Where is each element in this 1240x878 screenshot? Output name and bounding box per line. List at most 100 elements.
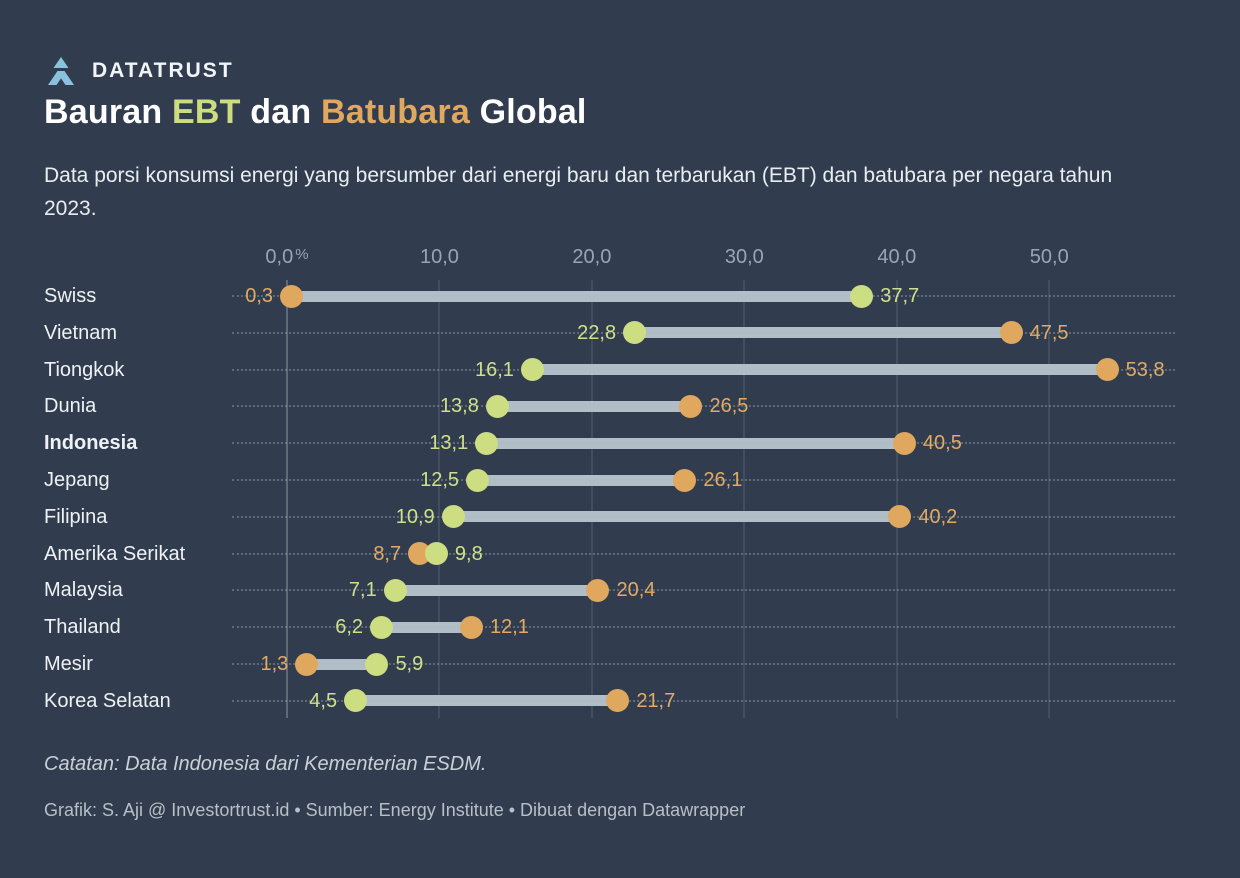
batubara-dot: [892, 431, 916, 455]
value-label-batubara: 21,7: [636, 689, 676, 712]
chart-note: Catatan: Data Indonesia dari Kementerian…: [44, 753, 487, 775]
connector-bar: [453, 511, 900, 523]
batubara-dot: [606, 689, 630, 713]
value-label-ebt: 9,8: [454, 542, 483, 565]
country-label: Dunia: [44, 395, 97, 418]
value-label-batubara: 0,3: [245, 285, 274, 307]
connector-bar: [477, 474, 685, 486]
value-label-ebt: 5,9: [395, 653, 424, 675]
batubara-dot: [1095, 358, 1119, 382]
ebt-dot: [383, 578, 407, 602]
title-part: Global: [469, 93, 587, 131]
value-label-batubara: 40,2: [918, 505, 958, 528]
country-label: Thailand: [44, 616, 121, 639]
value-label-batubara: 26,1: [703, 469, 743, 491]
gridline: [438, 280, 441, 718]
batubara-dot: [673, 468, 697, 492]
value-label-batubara: 47,5: [1029, 321, 1069, 344]
row-leader-dotted-line: [232, 589, 1175, 592]
title-part: Bauran: [44, 93, 172, 131]
value-label-ebt: 37,7: [880, 285, 920, 307]
country-label: Korea Selatan: [44, 689, 171, 712]
connector-bar: [355, 695, 618, 707]
ebt-dot: [475, 431, 499, 455]
country-label: Swiss: [44, 285, 97, 307]
value-label-ebt: 13,8: [439, 395, 479, 418]
value-label-ebt: 4,5: [309, 689, 338, 712]
ebt-dot: [520, 358, 544, 382]
x-axis-tick-label: 20,0: [572, 246, 612, 268]
ebt-dot: [623, 321, 647, 345]
row-leader-dotted-line: [232, 479, 1175, 481]
connector-bar: [486, 437, 905, 449]
value-label-ebt: 13,1: [429, 432, 469, 455]
value-label-batubara: 40,5: [922, 432, 962, 455]
row-leader-dotted-line: [232, 442, 1175, 445]
country-label: Vietnam: [44, 321, 118, 344]
title-part: dan: [240, 93, 321, 131]
value-label-batubara: 1,3: [260, 653, 289, 675]
batubara-dot: [586, 578, 610, 602]
connector-bar: [634, 327, 1012, 339]
row-leader-dotted-line: [232, 295, 1175, 297]
row-leader-dotted-line: [232, 368, 1175, 371]
batubara-dot: [459, 615, 483, 639]
row-leader-dotted-line: [232, 699, 1175, 702]
title-part: Batubara: [320, 93, 470, 131]
country-label: Indonesia: [44, 432, 138, 455]
gridline: [895, 280, 898, 718]
country-label: Malaysia: [44, 579, 123, 602]
connector-bar: [395, 584, 598, 596]
row-leader-dotted-line: [232, 331, 1175, 334]
brand-name: DATATRUST: [92, 59, 234, 82]
batubara-dot: [295, 652, 319, 676]
x-axis-tick-label: 10,0: [419, 246, 459, 268]
ebt-dot: [485, 394, 509, 418]
ebt-dot: [441, 505, 465, 529]
ebt-dot: [344, 689, 368, 713]
ebt-dot: [365, 652, 389, 676]
value-label-batubara: 20,4: [616, 579, 656, 602]
row-leader-dotted-line: [232, 405, 1175, 408]
value-label-batubara: 26,5: [709, 395, 749, 418]
row-leader-dotted-line: [232, 663, 1175, 665]
ebt-dot: [424, 542, 448, 566]
value-label-ebt: 16,1: [475, 358, 514, 381]
batubara-dot: [679, 394, 703, 418]
chart-credit: Grafik: S. Aji @ Investortrust.id • Sumb…: [44, 800, 746, 820]
gridline: [590, 280, 593, 718]
value-label-ebt: 6,2: [335, 616, 364, 639]
x-axis-tick-label: 40,0: [877, 246, 917, 268]
gridline: [743, 280, 746, 718]
brand-row: DATATRUST: [44, 56, 234, 86]
country-label: Filipina: [44, 505, 108, 528]
batubara-dot: [280, 284, 304, 308]
country-label: Jepang: [44, 469, 110, 491]
country-label: Amerika Serikat: [44, 542, 186, 565]
x-axis-tick-label: 50,0: [1029, 246, 1069, 268]
row-leader-dotted-line: [232, 626, 1175, 629]
gridline: [1048, 280, 1051, 718]
title-part: EBT: [172, 93, 241, 131]
connector-bar: [291, 290, 862, 302]
dumbbell-chart: 0,0% 10,0 20,0 30,0 40,0 50,0 Swiss 0,3 37,7 Viet…: [0, 240, 1240, 730]
axis-zero-line: [286, 280, 288, 718]
x-axis-tick-label: 30,0: [724, 246, 764, 268]
value-label-batubara: 12,1: [489, 616, 529, 639]
connector-bar: [497, 400, 691, 412]
mountain-chevron-icon: [48, 57, 74, 85]
batubara-dot: [888, 505, 912, 529]
value-label-ebt: 12,5: [420, 469, 460, 491]
country-label: Mesir: [44, 653, 93, 675]
batubara-dot: [999, 321, 1023, 345]
page-title: Bauran EBT dan Batubara Global: [44, 93, 587, 132]
x-axis-tick-label: 0,0%: [265, 246, 309, 268]
value-label-ebt: 22,8: [577, 321, 617, 344]
connector-bar: [306, 658, 377, 670]
ebt-dot: [466, 468, 490, 492]
value-label-ebt: 7,1: [348, 579, 377, 602]
percent-sign: %: [295, 246, 309, 263]
ebt-dot: [370, 615, 394, 639]
country-label: Tiongkok: [44, 358, 125, 381]
